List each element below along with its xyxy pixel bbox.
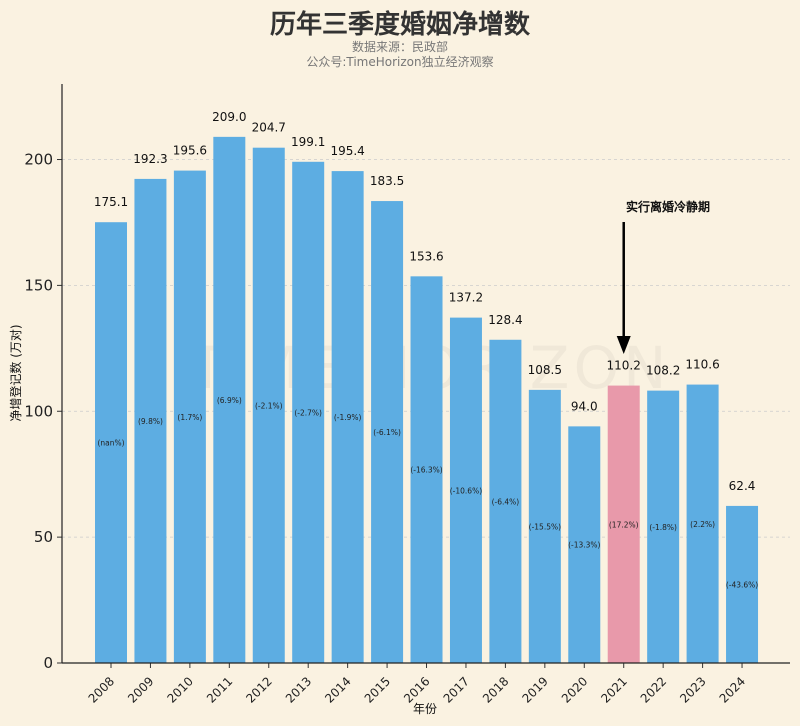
value-label-2020: 94.0	[571, 399, 598, 413]
x-tick-label-2009: 2009	[125, 674, 156, 705]
x-tick-label-2012: 2012	[243, 674, 274, 705]
chart-subtitle-source: 数据来源：民政部	[351, 40, 448, 54]
bar-2010	[173, 170, 206, 663]
pct-label-2009: (9.8%)	[138, 417, 163, 426]
value-label-2021: 110.2	[607, 359, 641, 373]
y-tick-label: 50	[34, 528, 53, 546]
chart-subtitle-account: 公众号:TimeHorizon独立经济观察	[306, 55, 494, 69]
x-tick-label-2019: 2019	[519, 674, 550, 705]
x-tick-label-2013: 2013	[283, 674, 314, 705]
value-label-2018: 128.4	[488, 313, 522, 327]
bar-2020	[568, 426, 601, 663]
value-label-2013: 199.1	[291, 135, 325, 149]
pct-label-2012: (-2.1%)	[255, 401, 283, 410]
pct-label-2013: (-2.7%)	[294, 408, 322, 417]
value-label-2019: 108.5	[528, 363, 562, 377]
value-label-2011: 209.0	[212, 110, 246, 124]
bar-2018	[489, 339, 522, 663]
value-label-2024: 62.4	[729, 479, 756, 493]
value-label-2012: 204.7	[252, 121, 286, 135]
x-tick-label-2010: 2010	[165, 674, 196, 705]
x-tick-label-2011: 2011	[204, 674, 235, 705]
pct-label-2011: (6.9%)	[217, 396, 242, 405]
value-label-2023: 110.6	[685, 358, 719, 372]
bar-2013	[292, 161, 325, 663]
y-tick-label: 0	[43, 654, 53, 672]
pct-label-2018: (-6.4%)	[492, 497, 520, 506]
x-tick-label-2014: 2014	[322, 674, 353, 705]
pct-label-2023: (2.2%)	[690, 520, 715, 529]
pct-label-2019: (-15.5%)	[529, 522, 561, 531]
bar-2022	[647, 390, 680, 663]
value-label-2015: 183.5	[370, 174, 404, 188]
pct-label-2020: (-13.3%)	[568, 541, 600, 550]
x-axis-label: 年份	[413, 702, 437, 716]
value-label-2008: 175.1	[94, 195, 128, 209]
x-tick-label-2023: 2023	[677, 674, 708, 705]
y-tick-label: 200	[24, 151, 53, 169]
bar-2011	[213, 136, 246, 663]
bar-2019	[528, 389, 561, 663]
value-label-2009: 192.3	[133, 152, 167, 166]
value-label-2017: 137.2	[449, 291, 483, 305]
bar-2008	[95, 222, 127, 664]
bar-2017	[449, 317, 482, 663]
bar-2023	[686, 384, 719, 663]
y-axis-label: 净增登记数 (万对)	[8, 324, 23, 421]
chart-title: 历年三季度婚姻净增数	[269, 10, 530, 40]
bar-2016	[410, 276, 443, 663]
x-tick-label-2015: 2015	[362, 674, 393, 705]
x-tick-label-2008: 2008	[86, 674, 117, 705]
x-tick-label-2016: 2016	[401, 674, 432, 705]
x-tick-label-2018: 2018	[480, 674, 511, 705]
x-tick-label-2022: 2022	[638, 674, 669, 705]
value-label-2022: 108.2	[646, 364, 680, 378]
pct-label-2022: (-1.8%)	[649, 523, 677, 532]
bar-2012	[252, 147, 285, 663]
pct-label-2016: (-16.3%)	[410, 466, 442, 475]
bar-2009	[134, 178, 167, 664]
annotation-arrow-head	[616, 336, 631, 354]
value-label-2014: 195.4	[330, 144, 364, 158]
x-tick-label-2024: 2024	[717, 674, 748, 705]
pct-label-2008: (nan%)	[97, 439, 124, 448]
pct-label-2017: (-10.6%)	[450, 486, 482, 495]
annotation-text: 实行离婚冷静期	[626, 199, 710, 214]
pct-label-2021: (17.2%)	[609, 520, 639, 529]
value-label-2010: 195.6	[173, 144, 207, 158]
bar-2021	[607, 385, 640, 663]
bar-2015	[371, 201, 404, 663]
pct-label-2024: (-43.6%)	[726, 580, 758, 589]
x-tick-label-2021: 2021	[598, 674, 629, 705]
x-tick-label-2017: 2017	[441, 674, 472, 705]
bar-2024	[726, 505, 759, 663]
value-label-2016: 153.6	[409, 249, 443, 263]
pct-label-2010: (1.7%)	[177, 413, 202, 422]
pct-label-2014: (-1.9%)	[334, 413, 362, 422]
bar-2014	[331, 171, 364, 663]
y-tick-label: 150	[24, 276, 53, 294]
y-tick-label: 100	[24, 402, 53, 420]
pct-label-2015: (-6.1%)	[373, 428, 401, 437]
x-tick-label-2020: 2020	[559, 674, 590, 705]
